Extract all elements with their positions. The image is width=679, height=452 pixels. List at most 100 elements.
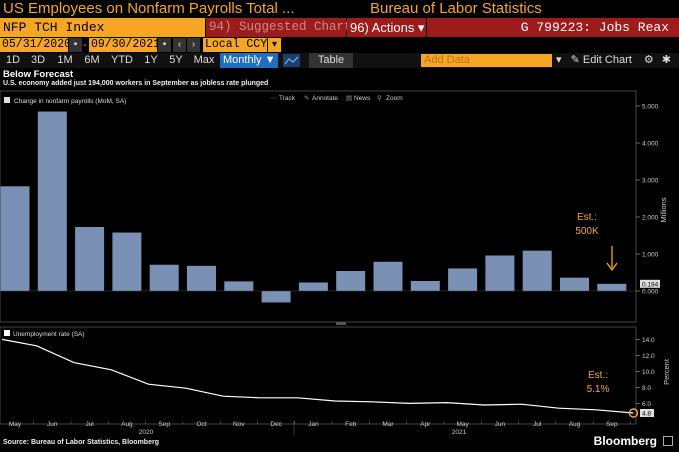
x-month-label: Feb [345,421,357,428]
command-bar-fill: G 799223: Jobs Reax [427,18,679,37]
line-y-tick-label: 10.0 [642,369,655,376]
bars-layer [0,111,627,303]
range-1y[interactable]: 1Y [144,54,158,66]
bar-jun-2020 [37,111,67,291]
bar-y-tick-label: 0.000 [642,289,659,296]
x-month-label: Nov [233,421,245,428]
annotate-tool[interactable]: Annotate [312,95,338,102]
bar-jun-2021 [485,255,515,291]
x-month-label: Jun [47,421,58,428]
news-tool[interactable]: News [354,95,371,102]
line-y-tick-label: 8.0 [642,385,651,392]
panel-resize-handle[interactable] [336,322,346,325]
bar-sep-2020 [149,264,179,291]
line-last-value-box [640,409,654,417]
news-tool-icon[interactable]: ▤ [346,95,352,102]
track-tool-icon[interactable]: ⋯ [270,95,277,102]
currency-select[interactable]: Local CCY [203,38,268,52]
bar-legend: Change in nonfarm payrolls (MoM, SA) [4,97,126,105]
edit-chart-group: ▾ ✎ Edit Chart ⚙ ✱ [556,53,671,68]
bar-y-tick-label: 4.000 [642,141,659,148]
gear-icon[interactable]: ⚙ [643,54,654,66]
security-title: US Employees on Nonfarm Payrolls Total .… [3,0,295,17]
line-y-axis-title: Percent [662,358,671,385]
bar-dec-2020 [261,291,291,303]
next-period-button[interactable]: › [187,38,200,52]
bar-last-value-box [640,279,660,288]
end-calendar-button[interactable]: ▪ [158,38,171,52]
frequency-dropdown[interactable]: Monthly ▼ [220,53,278,68]
x-month-label: Mar [382,421,394,428]
line-y-tick-label: 14.0 [642,337,655,344]
line-legend-swatch [4,330,10,336]
x-month-label: Apr [420,421,431,428]
bar-may-2020 [0,186,30,291]
start-date-field[interactable]: 05/31/2020 [0,38,72,52]
title-bar: US Employees on Nonfarm Payrolls Total .… [0,0,679,17]
range-ytd[interactable]: YTD [111,54,133,66]
pencil-icon[interactable]: ✎ [570,54,580,66]
x-month-label: Dec [270,421,282,428]
bloomberg-logo: Bloomberg [593,434,657,448]
bar-jan-2021 [298,282,328,291]
zoom-tool-icon[interactable]: ⚲ [377,95,382,102]
range-5y[interactable]: 5Y [169,54,183,66]
bar-y-axis-title: Millions [659,197,668,222]
range-3d[interactable]: 3D [30,54,46,66]
start-calendar-button[interactable]: ▪ [69,38,82,52]
bar-legend-label: Change in nonfarm payrolls (MoM, SA) [14,98,126,105]
line-chart-icon[interactable] [283,54,300,67]
unemployment-line [1,338,634,414]
bar-sep-2021 [597,283,627,291]
suggested-charts-button[interactable]: 94) Suggested Charts [206,18,359,37]
bar-mar-2021 [373,261,403,291]
x-month-label: Sep [606,421,618,428]
bar-y-tick-label: 5.000 [642,104,659,111]
range-1m[interactable]: 1M [57,54,73,66]
table-button[interactable]: Table [309,53,353,68]
range-6m[interactable]: 6M [84,54,100,66]
bar-last-value: 0.194 [642,281,659,288]
zoom-tool[interactable]: Zoom [386,95,403,102]
x-month-label: Aug [121,421,133,428]
ticker-input[interactable]: NFP TCH Index [0,18,205,37]
bar-legend-swatch [4,97,10,103]
actions-menu[interactable]: 96) Actions ▾ [347,18,426,37]
prev-period-button[interactable]: ‹ [173,38,186,52]
chevron-down-icon[interactable]: ▾ [556,54,562,66]
window-icon[interactable] [663,436,673,446]
edit-chart-button[interactable]: Edit Chart [582,54,632,66]
currency-dropdown-icon[interactable]: ▾ [268,38,281,52]
line-chart-icon-glyph [284,56,299,65]
add-data-input[interactable]: Add Data [421,54,552,67]
bar-annotation-line-2: 500K [575,226,599,237]
line-annotation-line-1: Est.: [588,370,608,381]
line-y-tick-label: 12.0 [642,353,655,360]
bar-jul-2020 [75,226,105,291]
bar-feb-2021 [336,271,366,291]
x-year-label: 2021 [452,429,467,436]
bar-annotation-arrowhead [606,262,618,272]
bar-y-tick-label: 2.000 [642,215,659,222]
annotate-tool-icon[interactable]: ✎ [304,95,309,102]
chart-subheading: U.S. economy added just 194,000 workers … [3,80,269,87]
bar-y-tick-label: 1.000 [642,252,659,259]
settings-icon[interactable]: ✱ [661,54,672,66]
bar-nov-2020 [224,281,254,291]
x-month-label: Jan [308,421,319,428]
line-legend: Unemployment rate (SA) [4,330,85,338]
bar-apr-2021 [410,281,440,291]
line-last-value: 4.8 [642,411,651,418]
end-date-field[interactable]: 09/30/2021 [89,38,161,52]
range-bar: 1D 3D 1M 6M YTD 1Y 5Y Max Monthly ▼ Tabl… [0,53,679,68]
x-month-label: May [9,421,22,428]
bar-may-2021 [448,268,478,291]
x-month-label: Jul [85,421,94,428]
range-max[interactable]: Max [193,54,215,66]
bar-aug-2020 [112,232,142,291]
track-tool[interactable]: Track [279,95,296,102]
range-1d[interactable]: 1D [5,54,21,66]
source-title: Bureau of Labor Statistics [370,0,542,17]
